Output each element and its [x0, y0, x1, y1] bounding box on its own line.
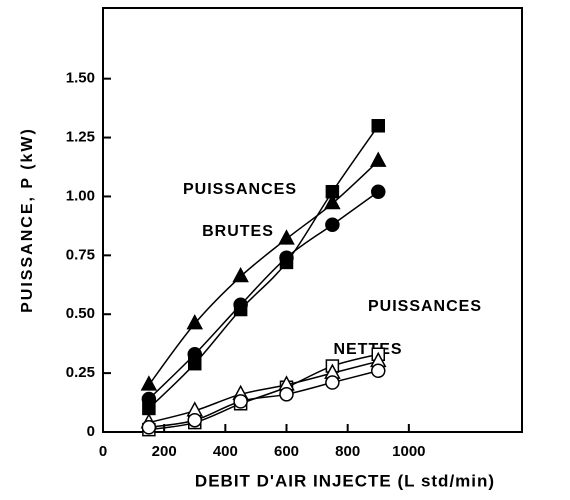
marker — [325, 217, 340, 232]
x-tick-label: 0 — [99, 443, 107, 460]
marker — [187, 412, 203, 428]
x-tick-label: 400 — [213, 443, 238, 460]
x-tick-label: 1000 — [392, 443, 425, 460]
x-tick-label: 600 — [274, 443, 299, 460]
marker — [371, 119, 386, 133]
y-tick-label: 0.25 — [66, 364, 95, 381]
x-tick-label: 800 — [335, 443, 360, 460]
y-tick-label: 0.50 — [66, 305, 95, 322]
marker — [371, 184, 386, 199]
y-axis-label: PUISSANCE, P (kW) — [19, 127, 36, 313]
y-tick-label: 0.75 — [66, 246, 95, 263]
marker — [279, 250, 294, 265]
marker — [278, 229, 295, 245]
marker — [232, 266, 249, 283]
annotation: BRUTES — [202, 223, 274, 240]
marker — [141, 420, 157, 435]
x-axis-label: DEBIT D'AIR INJECTE (L std/min) — [195, 471, 495, 490]
marker — [325, 375, 340, 390]
marker — [186, 314, 204, 330]
marker — [233, 394, 248, 409]
annotation: PUISSANCES — [368, 298, 482, 315]
marker — [371, 363, 386, 379]
y-tick-label: 1.50 — [66, 70, 95, 87]
series-line — [148, 360, 379, 424]
marker — [187, 347, 203, 362]
marker — [141, 391, 157, 407]
marker — [233, 297, 248, 313]
y-tick-label: 1.25 — [66, 129, 95, 146]
marker — [369, 151, 387, 167]
annotation: NETTES — [333, 341, 402, 358]
marker — [279, 387, 294, 402]
series-line — [148, 370, 379, 429]
y-tick-label: 0 — [87, 423, 95, 440]
marker — [140, 375, 158, 391]
y-tick-label: 1.00 — [66, 187, 95, 204]
marker — [324, 193, 341, 210]
plot-frame — [102, 7, 523, 433]
annotation: PUISSANCES — [183, 181, 297, 198]
x-tick-label: 200 — [152, 443, 177, 460]
